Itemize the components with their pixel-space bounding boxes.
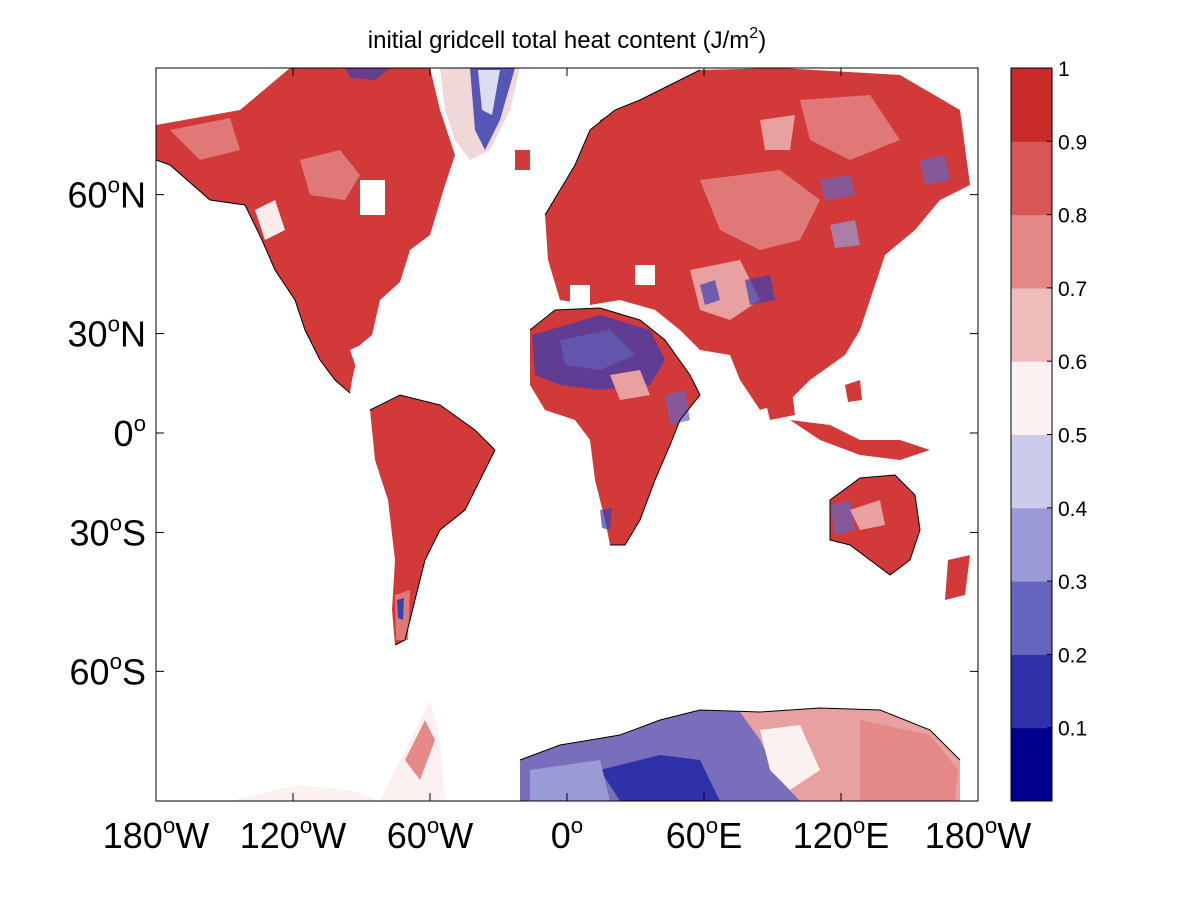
colorbar-tick-label: 0.6 xyxy=(1058,351,1087,374)
colorbar-tick-label: 0.3 xyxy=(1058,571,1087,594)
latitude-tick-label-value: 60 xyxy=(68,175,108,216)
longitude-tick-label-value: 180 xyxy=(925,815,985,856)
latitude-tick-label-degree: o xyxy=(108,311,120,336)
longitude-tick-label-hemisphere: W xyxy=(312,815,346,856)
colorbar-tick-label: 0.2 xyxy=(1058,644,1087,667)
colorbar-tick-label: 1 xyxy=(1058,58,1070,81)
longitude-tick-label-hemisphere: E xyxy=(718,815,742,856)
longitude-tick-label-degree: o xyxy=(427,813,439,838)
latitude-tick-label: 30oN xyxy=(68,311,146,354)
latitude-tick-label-hemisphere: S xyxy=(122,512,146,553)
latitude-tick-label-degree: o xyxy=(110,510,122,535)
australia-landmass xyxy=(830,475,970,600)
colorbar-tick-label: 0.1 xyxy=(1058,718,1087,741)
colorbar-tick-label: 0.5 xyxy=(1058,425,1087,448)
longitude-tick-label-degree: o xyxy=(300,813,312,838)
latitude-tick-label-value: 30 xyxy=(70,512,110,553)
longitude-tick-label-value: 120 xyxy=(240,815,300,856)
longitude-tick-label-degree: o xyxy=(706,813,718,838)
latitude-tick-label-value: 30 xyxy=(68,314,108,355)
latitude-tick-label: 60oN xyxy=(68,173,146,216)
latitude-tick-label-degree: o xyxy=(108,173,120,198)
coastlines xyxy=(156,69,961,761)
colorbar-tick-label: 0.7 xyxy=(1058,278,1087,301)
colorbar-segment xyxy=(1011,361,1052,435)
latitude-tick-label-value: 60 xyxy=(70,651,110,692)
longitude-tick-label-value: 60 xyxy=(666,815,706,856)
longitude-tick-label: 180oW xyxy=(925,813,1032,856)
colorbar-segment xyxy=(1011,214,1052,289)
longitude-tick-label-degree: o xyxy=(571,813,583,838)
colorbar-tick-label: 0.9 xyxy=(1058,131,1087,154)
longitude-tick-label-value: 120 xyxy=(793,815,853,856)
latitude-tick-label-hemisphere: N xyxy=(120,175,146,216)
map-area xyxy=(156,68,978,801)
longitude-axis: 180oW 120oW 60oW 0o 60oE 120oE 180oW xyxy=(103,68,1032,856)
colorbar-segment xyxy=(1011,68,1052,142)
africa-landmass xyxy=(530,308,700,545)
north-america-landmass xyxy=(156,68,455,393)
longitude-tick-label: 60oW xyxy=(387,813,473,856)
longitude-tick-label: 120oE xyxy=(793,813,890,856)
latitude-tick-label-degree: o xyxy=(110,649,122,674)
colorbar-segment xyxy=(1011,434,1052,509)
longitude-tick-label-degree: o xyxy=(163,813,175,838)
longitude-tick-label: 180oW xyxy=(103,813,210,856)
longitude-tick-label: 60oE xyxy=(666,813,742,856)
longitude-tick-label-degree: o xyxy=(853,813,865,838)
colorbar-segment xyxy=(1011,654,1052,729)
longitude-tick-label-value: 0 xyxy=(551,815,571,856)
latitude-tick-label: 30oS xyxy=(70,510,146,553)
longitude-tick-label-hemisphere: W xyxy=(997,815,1031,856)
colorbar-tick-label: 0.4 xyxy=(1058,498,1088,521)
colorbar-segment xyxy=(1011,141,1052,216)
chart-title: initial gridcell total heat content (J/m… xyxy=(368,25,766,54)
longitude-tick-label-value: 180 xyxy=(103,815,163,856)
longitude-tick-label-hemisphere: E xyxy=(865,815,889,856)
latitude-tick-label: 0o xyxy=(114,411,146,454)
colorbar-tick-label: 0.8 xyxy=(1058,205,1087,228)
longitude-tick-label-degree: o xyxy=(985,813,997,838)
colorbar-segment xyxy=(1011,507,1052,582)
colorbar-segment xyxy=(1011,727,1052,802)
latitude-tick-label-value: 0 xyxy=(114,413,134,454)
latitude-tick-label: 60oS xyxy=(70,649,146,692)
latitude-tick-label-degree: o xyxy=(134,411,146,436)
longitude-tick-label-value: 60 xyxy=(387,815,427,856)
longitude-tick-label-hemisphere: W xyxy=(439,815,473,856)
colorbar-segment xyxy=(1011,287,1052,362)
colorbar: 0.1 0.2 0.3 0.4 0.5 0.6 0.7 0.8 0.9 1 xyxy=(1010,58,1088,802)
scandinavia-landmass xyxy=(515,100,660,200)
maritime-asia-landmass xyxy=(790,380,930,460)
greenland-landmass xyxy=(345,68,520,160)
latitude-tick-label-hemisphere: N xyxy=(120,314,146,355)
latitude-tick-label-hemisphere: S xyxy=(122,651,146,692)
south-america-landmass xyxy=(370,395,495,645)
colorbar-segment xyxy=(1011,581,1052,655)
longitude-tick-label: 120oW xyxy=(240,813,347,856)
longitude-tick-label: 0o xyxy=(551,813,583,856)
longitude-tick-label-hemisphere: W xyxy=(175,815,209,856)
